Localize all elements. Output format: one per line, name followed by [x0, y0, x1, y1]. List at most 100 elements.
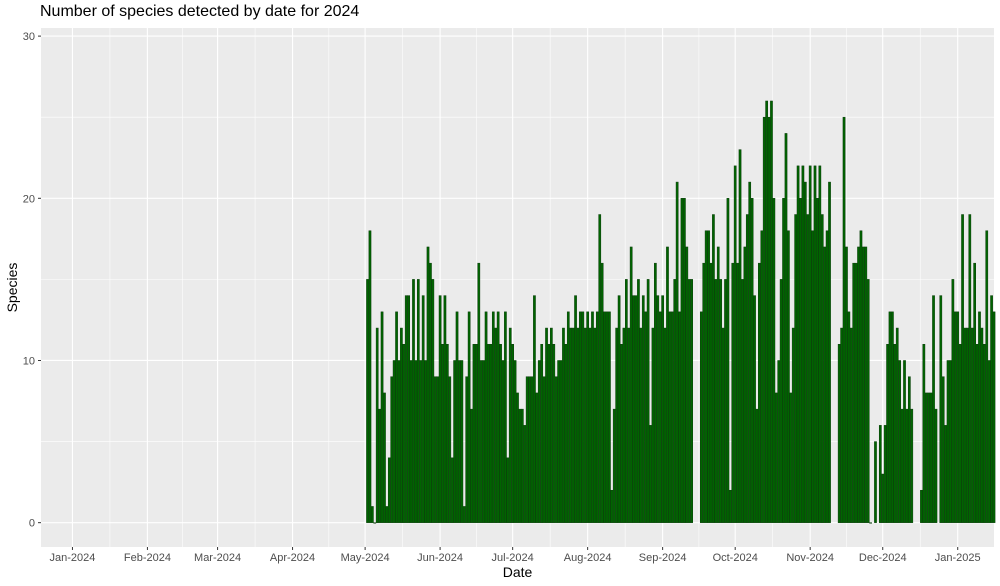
bar — [811, 230, 814, 523]
bar — [753, 295, 756, 523]
bar — [946, 360, 950, 523]
bar — [980, 327, 984, 523]
bar — [371, 506, 374, 523]
bar — [605, 311, 609, 523]
bar — [886, 344, 889, 523]
bar — [755, 408, 759, 523]
bar — [934, 408, 938, 523]
bar — [600, 262, 604, 523]
y-tick-label: 10 — [23, 355, 35, 367]
bar — [484, 311, 488, 523]
bar — [414, 360, 418, 523]
bar — [724, 279, 727, 523]
bar — [491, 311, 495, 523]
bar — [866, 279, 870, 523]
bar — [733, 165, 737, 523]
bar — [932, 295, 935, 523]
bar — [591, 311, 594, 523]
bar — [794, 214, 798, 523]
bar — [641, 295, 645, 523]
bar — [869, 522, 872, 524]
y-axis-title: Species — [4, 263, 20, 313]
bar — [550, 327, 553, 523]
bar — [772, 198, 776, 523]
bar — [649, 425, 652, 523]
x-tick-label: Nov-2024 — [786, 552, 834, 564]
bar — [982, 344, 986, 523]
bar — [390, 376, 394, 523]
bar — [750, 198, 754, 523]
bar — [462, 506, 466, 523]
bar — [552, 344, 556, 523]
bar — [683, 198, 686, 523]
bar — [743, 246, 747, 523]
bar — [496, 311, 500, 523]
bar — [716, 246, 720, 523]
bar — [857, 246, 860, 523]
bar — [806, 214, 810, 523]
bar — [479, 360, 483, 523]
bar — [779, 279, 783, 523]
bar — [920, 489, 923, 523]
bar — [443, 295, 447, 523]
bar — [801, 165, 805, 523]
bar — [799, 198, 802, 523]
bar — [547, 344, 551, 523]
bar — [854, 262, 858, 523]
bar — [745, 214, 749, 523]
bar — [535, 392, 539, 523]
bar — [559, 360, 563, 523]
bar — [990, 295, 993, 523]
x-tick-label: Mar-2024 — [194, 552, 241, 564]
bar — [622, 327, 626, 523]
bar — [782, 198, 785, 523]
bar — [571, 327, 575, 523]
bar — [973, 262, 976, 523]
bar — [562, 327, 565, 523]
bar — [738, 149, 742, 523]
bar — [837, 344, 841, 523]
bar — [893, 344, 897, 523]
bar — [540, 344, 544, 523]
bar — [608, 311, 611, 523]
bar — [859, 230, 863, 523]
bar — [796, 165, 800, 523]
bar — [804, 181, 807, 523]
bar — [651, 327, 655, 523]
bar — [978, 311, 981, 523]
bar — [958, 344, 962, 523]
bar — [424, 360, 427, 523]
bar — [566, 311, 570, 523]
bars-group — [366, 100, 996, 524]
bar — [470, 408, 473, 523]
bar — [545, 327, 548, 523]
bar — [373, 522, 377, 524]
bar — [791, 327, 795, 523]
x-tick-label: Aug-2024 — [564, 552, 612, 564]
bar — [489, 344, 493, 523]
bar — [956, 311, 960, 523]
bar — [523, 425, 527, 523]
bar — [712, 214, 715, 523]
bar — [765, 100, 768, 523]
x-tick-label: Jan-2025 — [935, 552, 981, 564]
bar — [542, 376, 546, 523]
bar — [968, 214, 972, 523]
bar — [881, 473, 885, 523]
bar — [895, 327, 899, 523]
bar — [530, 376, 534, 523]
bar — [537, 360, 541, 523]
bar — [557, 360, 560, 523]
bar — [412, 279, 415, 523]
bar — [670, 311, 674, 523]
bar — [506, 457, 510, 523]
bar — [842, 116, 846, 523]
bar — [460, 360, 464, 523]
bar — [787, 230, 790, 523]
bar — [458, 360, 461, 523]
bar — [395, 311, 398, 523]
y-tick-label: 20 — [23, 193, 35, 205]
bar — [770, 100, 773, 523]
bar — [375, 327, 379, 523]
bar — [588, 327, 592, 523]
